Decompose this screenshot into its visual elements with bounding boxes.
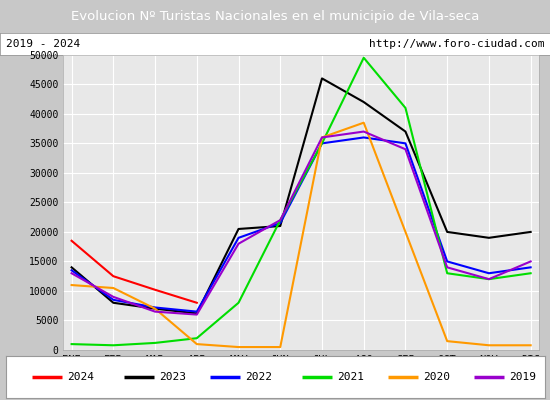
2022: [110, 298, 117, 302]
Line: 2019: 2019: [72, 132, 531, 314]
2021: [235, 300, 242, 305]
2020: [402, 230, 409, 234]
2022: [486, 271, 492, 276]
2021: [402, 106, 409, 110]
2020: [486, 343, 492, 348]
Line: 2023: 2023: [72, 78, 531, 313]
2020: [110, 286, 117, 290]
2021: [277, 218, 284, 222]
2021: [318, 141, 325, 146]
Line: 2024: 2024: [72, 241, 197, 303]
2024: [68, 238, 75, 243]
2024: [152, 287, 158, 292]
2022: [277, 221, 284, 226]
2020: [152, 306, 158, 311]
2022: [402, 141, 409, 146]
2022: [152, 305, 158, 310]
2019: [110, 294, 117, 299]
2020: [318, 135, 325, 140]
2019: [444, 265, 450, 270]
2020: [360, 120, 367, 125]
Text: 2023: 2023: [159, 372, 186, 382]
2022: [318, 141, 325, 146]
Text: Evolucion Nº Turistas Nacionales en el municipio de Vila-seca: Evolucion Nº Turistas Nacionales en el m…: [71, 10, 479, 23]
2020: [444, 339, 450, 344]
2021: [527, 271, 534, 276]
2019: [277, 218, 284, 222]
2021: [152, 340, 158, 345]
2021: [360, 55, 367, 60]
2021: [444, 271, 450, 276]
2023: [527, 230, 534, 234]
2023: [235, 226, 242, 231]
2022: [527, 265, 534, 270]
2021: [68, 342, 75, 346]
2019: [152, 309, 158, 314]
2023: [486, 236, 492, 240]
2024: [110, 274, 117, 278]
Line: 2020: 2020: [72, 123, 531, 347]
2020: [277, 345, 284, 350]
Text: http://www.foro-ciudad.com: http://www.foro-ciudad.com: [369, 39, 544, 49]
2019: [235, 241, 242, 246]
2024: [194, 300, 200, 305]
2020: [194, 342, 200, 346]
2021: [110, 343, 117, 348]
2023: [318, 76, 325, 81]
Line: 2022: 2022: [72, 138, 531, 312]
2022: [444, 259, 450, 264]
2019: [318, 135, 325, 140]
2023: [68, 265, 75, 270]
2023: [360, 100, 367, 104]
2019: [194, 312, 200, 317]
2023: [277, 224, 284, 228]
2019: [68, 271, 75, 276]
2021: [486, 277, 492, 282]
2021: [194, 336, 200, 340]
2023: [152, 306, 158, 311]
2023: [110, 300, 117, 305]
Text: 2021: 2021: [337, 372, 364, 382]
2023: [194, 311, 200, 316]
2022: [194, 309, 200, 314]
2019: [527, 259, 534, 264]
Text: 2019: 2019: [509, 372, 536, 382]
2019: [486, 277, 492, 282]
2022: [68, 268, 75, 273]
Line: 2021: 2021: [72, 58, 531, 345]
2023: [402, 129, 409, 134]
2019: [402, 147, 409, 152]
Text: 2019 - 2024: 2019 - 2024: [6, 39, 80, 49]
2020: [527, 343, 534, 348]
2023: [444, 230, 450, 234]
Text: 2020: 2020: [424, 372, 450, 382]
2019: [360, 129, 367, 134]
2020: [235, 345, 242, 350]
Text: 2022: 2022: [245, 372, 272, 382]
Text: 2024: 2024: [68, 372, 95, 382]
2020: [68, 283, 75, 288]
2022: [235, 236, 242, 240]
2022: [360, 135, 367, 140]
